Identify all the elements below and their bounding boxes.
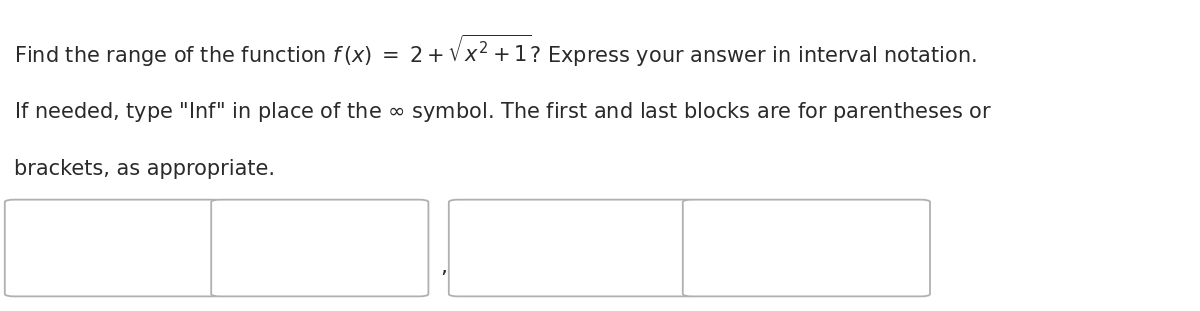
FancyBboxPatch shape [449, 200, 696, 296]
FancyBboxPatch shape [683, 200, 930, 296]
Text: brackets, as appropriate.: brackets, as appropriate. [14, 159, 276, 179]
FancyBboxPatch shape [5, 200, 222, 296]
Text: Find the range of the function $f\,(x)\; =\; 2 + \sqrt{x^2 + 1}$? Express your a: Find the range of the function $f\,(x)\;… [14, 33, 977, 69]
FancyBboxPatch shape [211, 200, 428, 296]
Text: ,: , [440, 258, 448, 277]
Text: If needed, type "Inf" in place of the $\infty$ symbol. The first and last blocks: If needed, type "Inf" in place of the $\… [14, 100, 992, 123]
